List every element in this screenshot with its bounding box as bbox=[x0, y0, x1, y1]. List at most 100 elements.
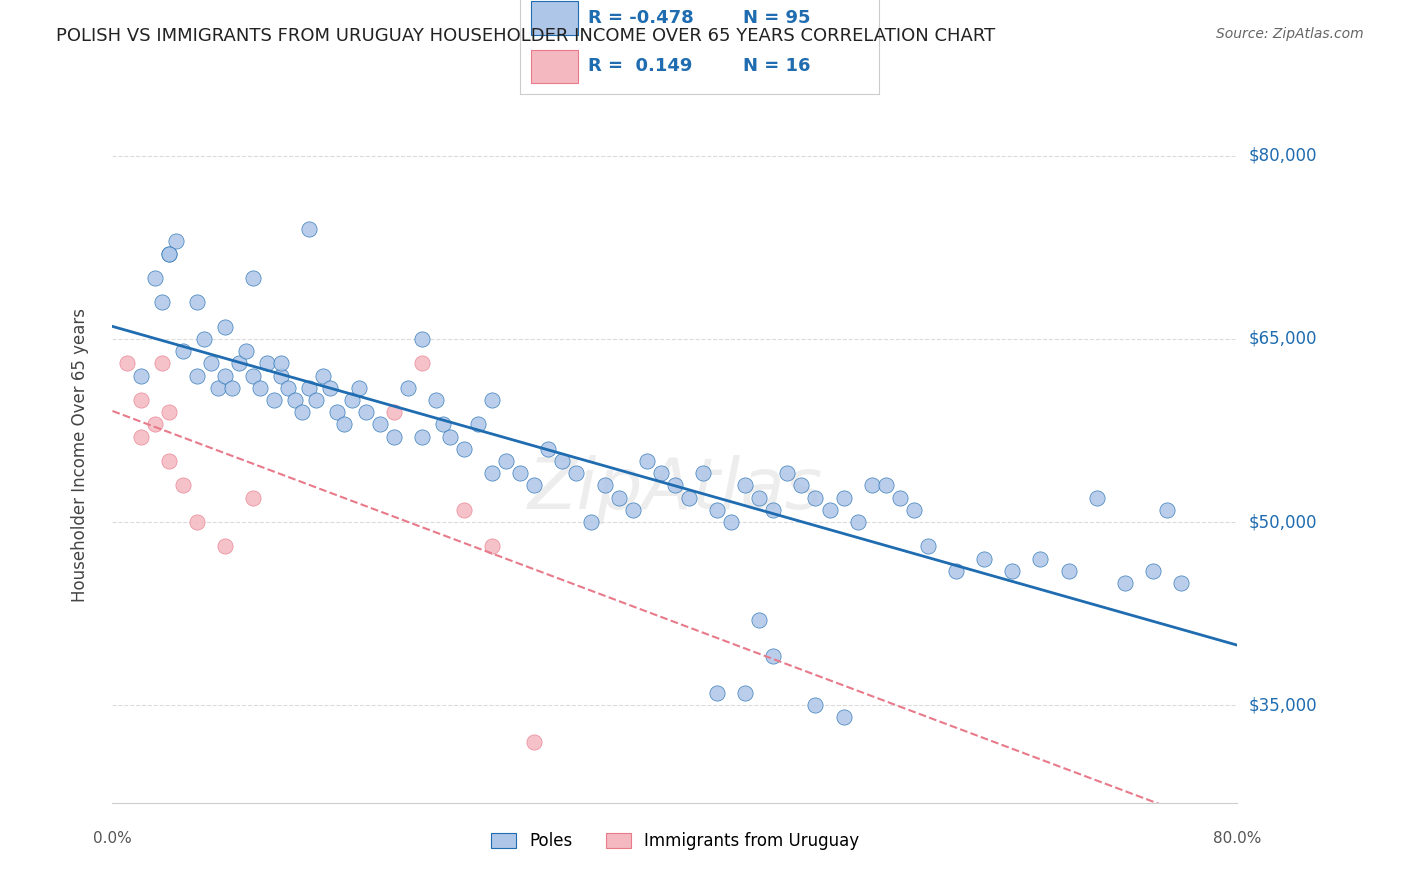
Point bbox=[509, 467, 531, 481]
Text: Source: ZipAtlas.com: Source: ZipAtlas.com bbox=[1216, 27, 1364, 41]
Point bbox=[193, 332, 215, 346]
Point bbox=[664, 478, 686, 492]
Point bbox=[495, 454, 517, 468]
Point bbox=[678, 491, 700, 505]
Point bbox=[263, 392, 285, 407]
Point bbox=[453, 503, 475, 517]
Point bbox=[291, 405, 314, 419]
Text: N = 16: N = 16 bbox=[742, 57, 810, 75]
Point bbox=[734, 478, 756, 492]
Bar bbox=[531, 1, 578, 35]
Point bbox=[284, 392, 307, 407]
Point bbox=[115, 356, 138, 370]
Point bbox=[973, 551, 995, 566]
Point bbox=[165, 235, 187, 249]
Point bbox=[143, 417, 166, 432]
Point bbox=[832, 491, 855, 505]
Point bbox=[523, 735, 546, 749]
Point bbox=[579, 515, 602, 529]
Point bbox=[1029, 551, 1052, 566]
Point bbox=[804, 698, 827, 713]
Point bbox=[432, 417, 454, 432]
Point bbox=[706, 686, 728, 700]
Text: N = 95: N = 95 bbox=[742, 9, 810, 27]
Point bbox=[214, 540, 236, 554]
Point bbox=[256, 356, 278, 370]
Point bbox=[481, 392, 503, 407]
Point bbox=[340, 392, 363, 407]
Point bbox=[186, 368, 208, 383]
Point bbox=[249, 381, 271, 395]
Point bbox=[396, 381, 419, 395]
Y-axis label: Householder Income Over 65 years: Householder Income Over 65 years bbox=[70, 308, 89, 602]
Point bbox=[382, 429, 405, 443]
Point bbox=[832, 710, 855, 724]
Point bbox=[481, 467, 503, 481]
Point bbox=[1085, 491, 1108, 505]
Point bbox=[1114, 576, 1136, 591]
Point bbox=[157, 246, 180, 260]
Point bbox=[186, 515, 208, 529]
Point bbox=[200, 356, 222, 370]
Point bbox=[186, 295, 208, 310]
Point bbox=[298, 381, 321, 395]
Point bbox=[354, 405, 377, 419]
Point bbox=[650, 467, 672, 481]
Point bbox=[818, 503, 841, 517]
Point bbox=[593, 478, 616, 492]
Point bbox=[270, 356, 292, 370]
Text: POLISH VS IMMIGRANTS FROM URUGUAY HOUSEHOLDER INCOME OVER 65 YEARS CORRELATION C: POLISH VS IMMIGRANTS FROM URUGUAY HOUSEH… bbox=[56, 27, 995, 45]
Point bbox=[129, 429, 152, 443]
Text: $65,000: $65,000 bbox=[1249, 330, 1317, 348]
Point bbox=[242, 368, 264, 383]
Point bbox=[298, 222, 321, 236]
Point bbox=[1001, 564, 1024, 578]
Point bbox=[790, 478, 813, 492]
Point bbox=[333, 417, 356, 432]
Point bbox=[150, 295, 173, 310]
Text: $50,000: $50,000 bbox=[1249, 513, 1317, 531]
Point bbox=[143, 271, 166, 285]
Point bbox=[172, 478, 194, 492]
Point bbox=[425, 392, 447, 407]
Text: $35,000: $35,000 bbox=[1249, 696, 1317, 714]
Legend: Poles, Immigrants from Uruguay: Poles, Immigrants from Uruguay bbox=[484, 826, 866, 857]
Point bbox=[157, 454, 180, 468]
Point bbox=[214, 319, 236, 334]
Point bbox=[221, 381, 243, 395]
Point bbox=[277, 381, 299, 395]
Text: R = -0.478: R = -0.478 bbox=[588, 9, 695, 27]
Point bbox=[692, 467, 714, 481]
Point bbox=[228, 356, 250, 370]
Point bbox=[945, 564, 967, 578]
Point bbox=[172, 344, 194, 359]
Point bbox=[411, 356, 433, 370]
Point bbox=[312, 368, 335, 383]
Point bbox=[804, 491, 827, 505]
Point bbox=[846, 515, 869, 529]
Point bbox=[481, 540, 503, 554]
Point bbox=[1057, 564, 1080, 578]
Point bbox=[551, 454, 574, 468]
Point bbox=[523, 478, 546, 492]
Point bbox=[734, 686, 756, 700]
Point bbox=[207, 381, 229, 395]
Point bbox=[157, 405, 180, 419]
Point bbox=[242, 491, 264, 505]
Point bbox=[439, 429, 461, 443]
Point bbox=[748, 613, 770, 627]
Point bbox=[1170, 576, 1192, 591]
Point bbox=[720, 515, 742, 529]
Point bbox=[319, 381, 342, 395]
Point bbox=[467, 417, 489, 432]
Point bbox=[762, 503, 785, 517]
Point bbox=[917, 540, 939, 554]
Point bbox=[889, 491, 911, 505]
Text: 80.0%: 80.0% bbox=[1213, 830, 1261, 846]
Point bbox=[368, 417, 391, 432]
Point bbox=[607, 491, 630, 505]
Point bbox=[214, 368, 236, 383]
Point bbox=[235, 344, 257, 359]
Point bbox=[621, 503, 644, 517]
Point bbox=[875, 478, 897, 492]
